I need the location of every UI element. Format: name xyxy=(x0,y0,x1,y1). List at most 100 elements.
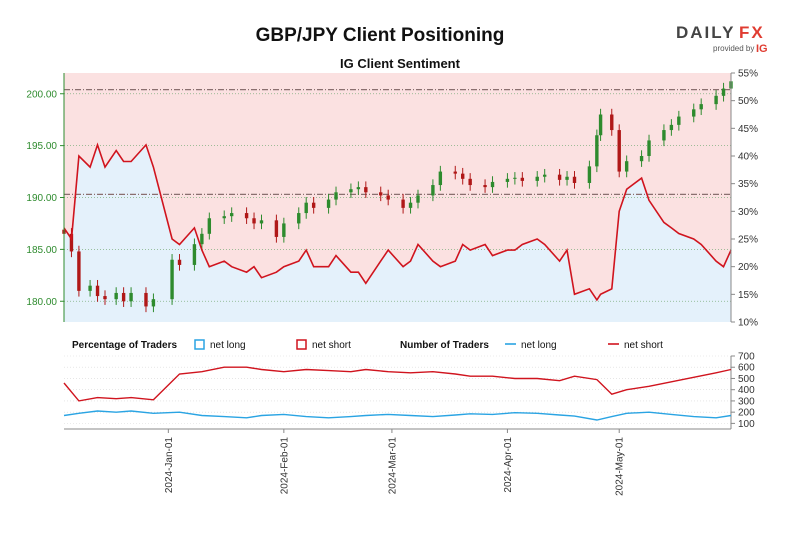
candle-body-58 xyxy=(647,140,651,156)
candle-body-18 xyxy=(244,213,249,219)
pct-tick-label-4: 30% xyxy=(738,207,758,218)
price-tick-label-2: 190.00 xyxy=(26,193,57,204)
dailyfx-logo: DAILY FX provided by IG xyxy=(676,23,768,55)
candle-body-53 xyxy=(598,114,603,136)
candle-body-16 xyxy=(222,216,226,219)
date-tick-label-4: 2024-May-01 xyxy=(615,437,626,496)
candle-body-25 xyxy=(311,202,316,208)
net-short-area xyxy=(64,73,731,300)
pct-tick-label-8: 50% xyxy=(738,96,758,107)
candle-body-41 xyxy=(483,185,487,188)
legend-pct-short-label: net short xyxy=(312,340,351,351)
candle-body-48 xyxy=(557,174,562,180)
legend: Percentage of Traders net long net short… xyxy=(72,339,663,351)
candle-body-62 xyxy=(692,109,696,117)
pct-tick-label-6: 40% xyxy=(738,152,758,163)
candle-body-64 xyxy=(714,95,718,105)
legend-pct-heading: Percentage of Traders xyxy=(72,340,177,351)
pct-tick-label-5: 35% xyxy=(738,179,758,190)
candle-body-6 xyxy=(114,292,118,300)
logo-ig: IG xyxy=(756,43,768,55)
candle-body-24 xyxy=(304,202,308,214)
date-axis-ticks: 2024-Jan-01 2024-Feb-01 2024-Mar-01 2024-Ap… xyxy=(164,429,626,496)
price-axis-ticks: 180.00 185.00 190.00 195.00 200.00 xyxy=(26,89,64,308)
count-tick-label-0: 100 xyxy=(738,419,755,430)
candle-body-31 xyxy=(379,192,383,196)
date-tick-label-1: 2024-Feb-01 xyxy=(279,437,290,495)
logo-brand-b: FX xyxy=(739,23,765,42)
price-tick-label-1: 185.00 xyxy=(26,245,57,256)
legend-num-long-label: net long xyxy=(521,340,557,351)
candle-body-4 xyxy=(95,285,100,297)
candle-body-42 xyxy=(490,181,495,188)
pct-tick-label-3: 25% xyxy=(738,235,758,246)
candle-body-2 xyxy=(77,251,81,291)
candle-body-27 xyxy=(334,192,338,200)
candle-body-56 xyxy=(624,161,629,172)
candle-body-13 xyxy=(192,244,197,265)
candle-body-51 xyxy=(587,166,592,183)
candle-body-7 xyxy=(121,292,126,302)
candle-body-8 xyxy=(129,292,133,302)
candle-body-49 xyxy=(565,176,569,180)
candle-body-14 xyxy=(200,233,204,245)
pct-tick-label-2: 20% xyxy=(738,262,758,273)
candle-body-55 xyxy=(617,130,621,172)
candle-body-21 xyxy=(274,220,279,237)
price-tick-label-3: 195.00 xyxy=(26,141,57,152)
price-tick-label-4: 200.00 xyxy=(26,89,57,100)
count-tick-label-3: 400 xyxy=(738,385,755,396)
date-tick-label-2: 2024-Mar-01 xyxy=(387,437,398,495)
pct-axis-ticks: 10% 15% 20% 25% 30% 35% 40% 45% 50% 55% xyxy=(731,69,758,329)
candle-body-10 xyxy=(151,299,156,307)
date-tick-label-3: 2024-Apr-01 xyxy=(503,437,514,493)
candle-body-37 xyxy=(438,171,443,186)
candle-body-44 xyxy=(513,177,517,179)
price-tick-label-0: 180.00 xyxy=(26,297,57,308)
count-tick-label-4: 500 xyxy=(738,374,755,385)
candle-body-59 xyxy=(662,130,666,141)
candle-body-29 xyxy=(356,187,361,190)
legend-pct-long-label: net long xyxy=(210,340,246,351)
candle-body-5 xyxy=(103,296,107,300)
price-sentiment-panel: 180.00 185.00 190.00 195.00 200.00 10% 15% 20%… xyxy=(26,69,758,329)
candle-body-54 xyxy=(610,114,614,131)
pct-tick-label-1: 15% xyxy=(738,290,758,301)
count-tick-label-5: 600 xyxy=(738,363,755,374)
candle-body-52 xyxy=(595,135,599,167)
candle-body-50 xyxy=(572,176,577,183)
count-tick-label-1: 200 xyxy=(738,408,755,419)
chart-title: GBP/JPY Client Positioning xyxy=(256,25,505,46)
legend-pct-short-swatch xyxy=(296,339,307,350)
candle-body-45 xyxy=(520,177,525,181)
candle-body-12 xyxy=(177,259,182,265)
legend-num-heading: Number of Traders xyxy=(400,340,489,351)
net-short-count-line xyxy=(63,366,732,402)
logo-brand-a: DAILY xyxy=(676,23,735,42)
candle-body-11 xyxy=(170,259,174,300)
candle-body-60 xyxy=(669,124,674,131)
legend-pct-long-swatch xyxy=(194,339,205,350)
candle-body-38 xyxy=(453,171,457,174)
candle-body-28 xyxy=(349,189,353,193)
candle-body-3 xyxy=(88,285,92,291)
candle-body-19 xyxy=(252,218,256,224)
candle-body-47 xyxy=(542,174,547,177)
candle-body-26 xyxy=(326,199,331,208)
date-tick-label-0: 2024-Jan-01 xyxy=(164,437,175,494)
candle-body-1 xyxy=(69,233,74,252)
net-long-area xyxy=(64,144,731,322)
net-long-count-line xyxy=(63,410,732,421)
candle-body-40 xyxy=(468,178,472,186)
pct-tick-label-9: 55% xyxy=(738,69,758,80)
candle-body-39 xyxy=(461,173,465,179)
candle-body-9 xyxy=(144,292,148,307)
logo-provided-by: provided by xyxy=(713,44,754,53)
chart-subtitle: IG Client Sentiment xyxy=(340,56,461,71)
candle-body-34 xyxy=(408,202,413,208)
pct-tick-label-0: 10% xyxy=(738,318,758,329)
